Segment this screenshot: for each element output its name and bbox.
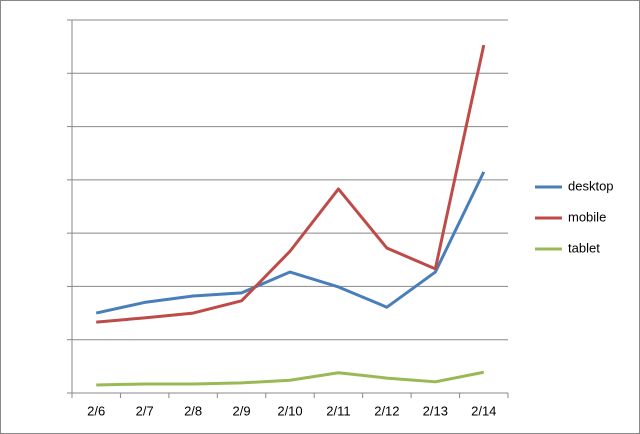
x-tick-label: 2/9 [233,403,251,418]
x-tick-label: 2/12 [374,403,399,418]
x-tick-label: 2/6 [87,403,105,418]
x-tick-label: 2/14 [471,403,496,418]
x-tick-label: 2/11 [326,403,350,418]
series-line [95,171,486,315]
series-line [96,44,486,324]
legend-label: mobile [568,209,606,224]
x-tick-label: 2/10 [277,403,302,418]
x-tick-label: 2/8 [184,403,202,418]
legend-label: desktop [568,178,614,193]
legend-label: tablet [568,240,600,255]
series-line [96,370,485,387]
x-tick-label: 2/7 [136,403,154,418]
x-tick-label: 2/13 [423,403,448,418]
